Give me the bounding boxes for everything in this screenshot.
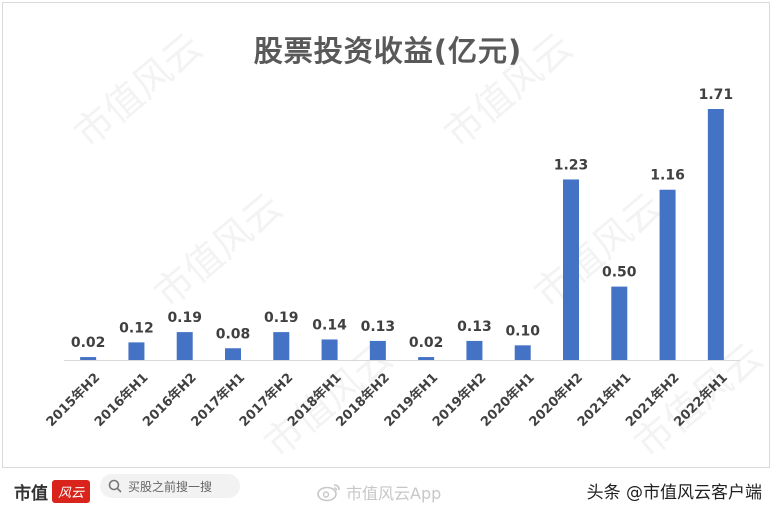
source-credit: 头条 @市值风云客户端 (586, 483, 762, 503)
bar (80, 357, 97, 360)
data-label: 0.02 (71, 335, 106, 351)
data-label: 0.14 (312, 317, 347, 333)
value-labels: 0.02 0.12 0.19 0.08 0.19 0.14 0.13 0.02 0.13 0.10… (71, 87, 733, 351)
bar (707, 109, 724, 360)
data-label: 0.50 (602, 265, 637, 281)
bar-series (80, 109, 724, 360)
bar (418, 357, 435, 360)
data-label: 1.23 (554, 157, 589, 173)
data-label: 0.08 (216, 326, 251, 342)
footer-bar: 市值 风云 买股之前搜一搜 市值风云App 头条 @市值风云客户端 (0, 468, 776, 514)
search-icon (108, 479, 122, 493)
data-label: 1.71 (699, 87, 734, 103)
data-label: 0.12 (119, 320, 154, 336)
bar (321, 339, 338, 360)
chart-frame (2, 2, 770, 468)
data-label: 0.10 (505, 323, 540, 339)
bar (659, 189, 676, 360)
bar (128, 342, 145, 360)
bar (466, 340, 483, 360)
data-label: 0.19 (167, 310, 202, 326)
weibo-text: 市值风云App (346, 484, 442, 503)
search-box[interactable]: 买股之前搜一搜 (100, 474, 240, 498)
data-label: 0.02 (409, 335, 444, 351)
data-label: 1.16 (650, 168, 685, 184)
bar (176, 332, 193, 360)
bar (514, 345, 531, 360)
bar (611, 286, 628, 360)
bar (273, 332, 290, 360)
brand-logo[interactable]: 市值 风云 (14, 477, 91, 505)
category-labels: 2015年H22016年H12016年H22017年H12017年H22018年… (43, 370, 731, 430)
logo-badge: 风云 (52, 479, 91, 503)
bar (225, 348, 241, 360)
search-placeholder: 买股之前搜一搜 (128, 479, 213, 494)
bar (369, 340, 386, 360)
weibo-icon (317, 484, 340, 502)
logo-text: 市值 (14, 483, 48, 504)
data-label: 0.13 (457, 319, 492, 335)
data-label: 0.19 (264, 310, 299, 326)
weibo-watermark: 市值风云App (316, 480, 441, 504)
data-label: 0.13 (361, 319, 396, 335)
bar-chart: 0.02 0.12 0.19 0.08 0.19 0.14 0.13 0.02 0.13 0.10… (43, 87, 740, 430)
chart-title: 股票投资收益(亿元) (253, 34, 523, 68)
bar (563, 179, 579, 360)
